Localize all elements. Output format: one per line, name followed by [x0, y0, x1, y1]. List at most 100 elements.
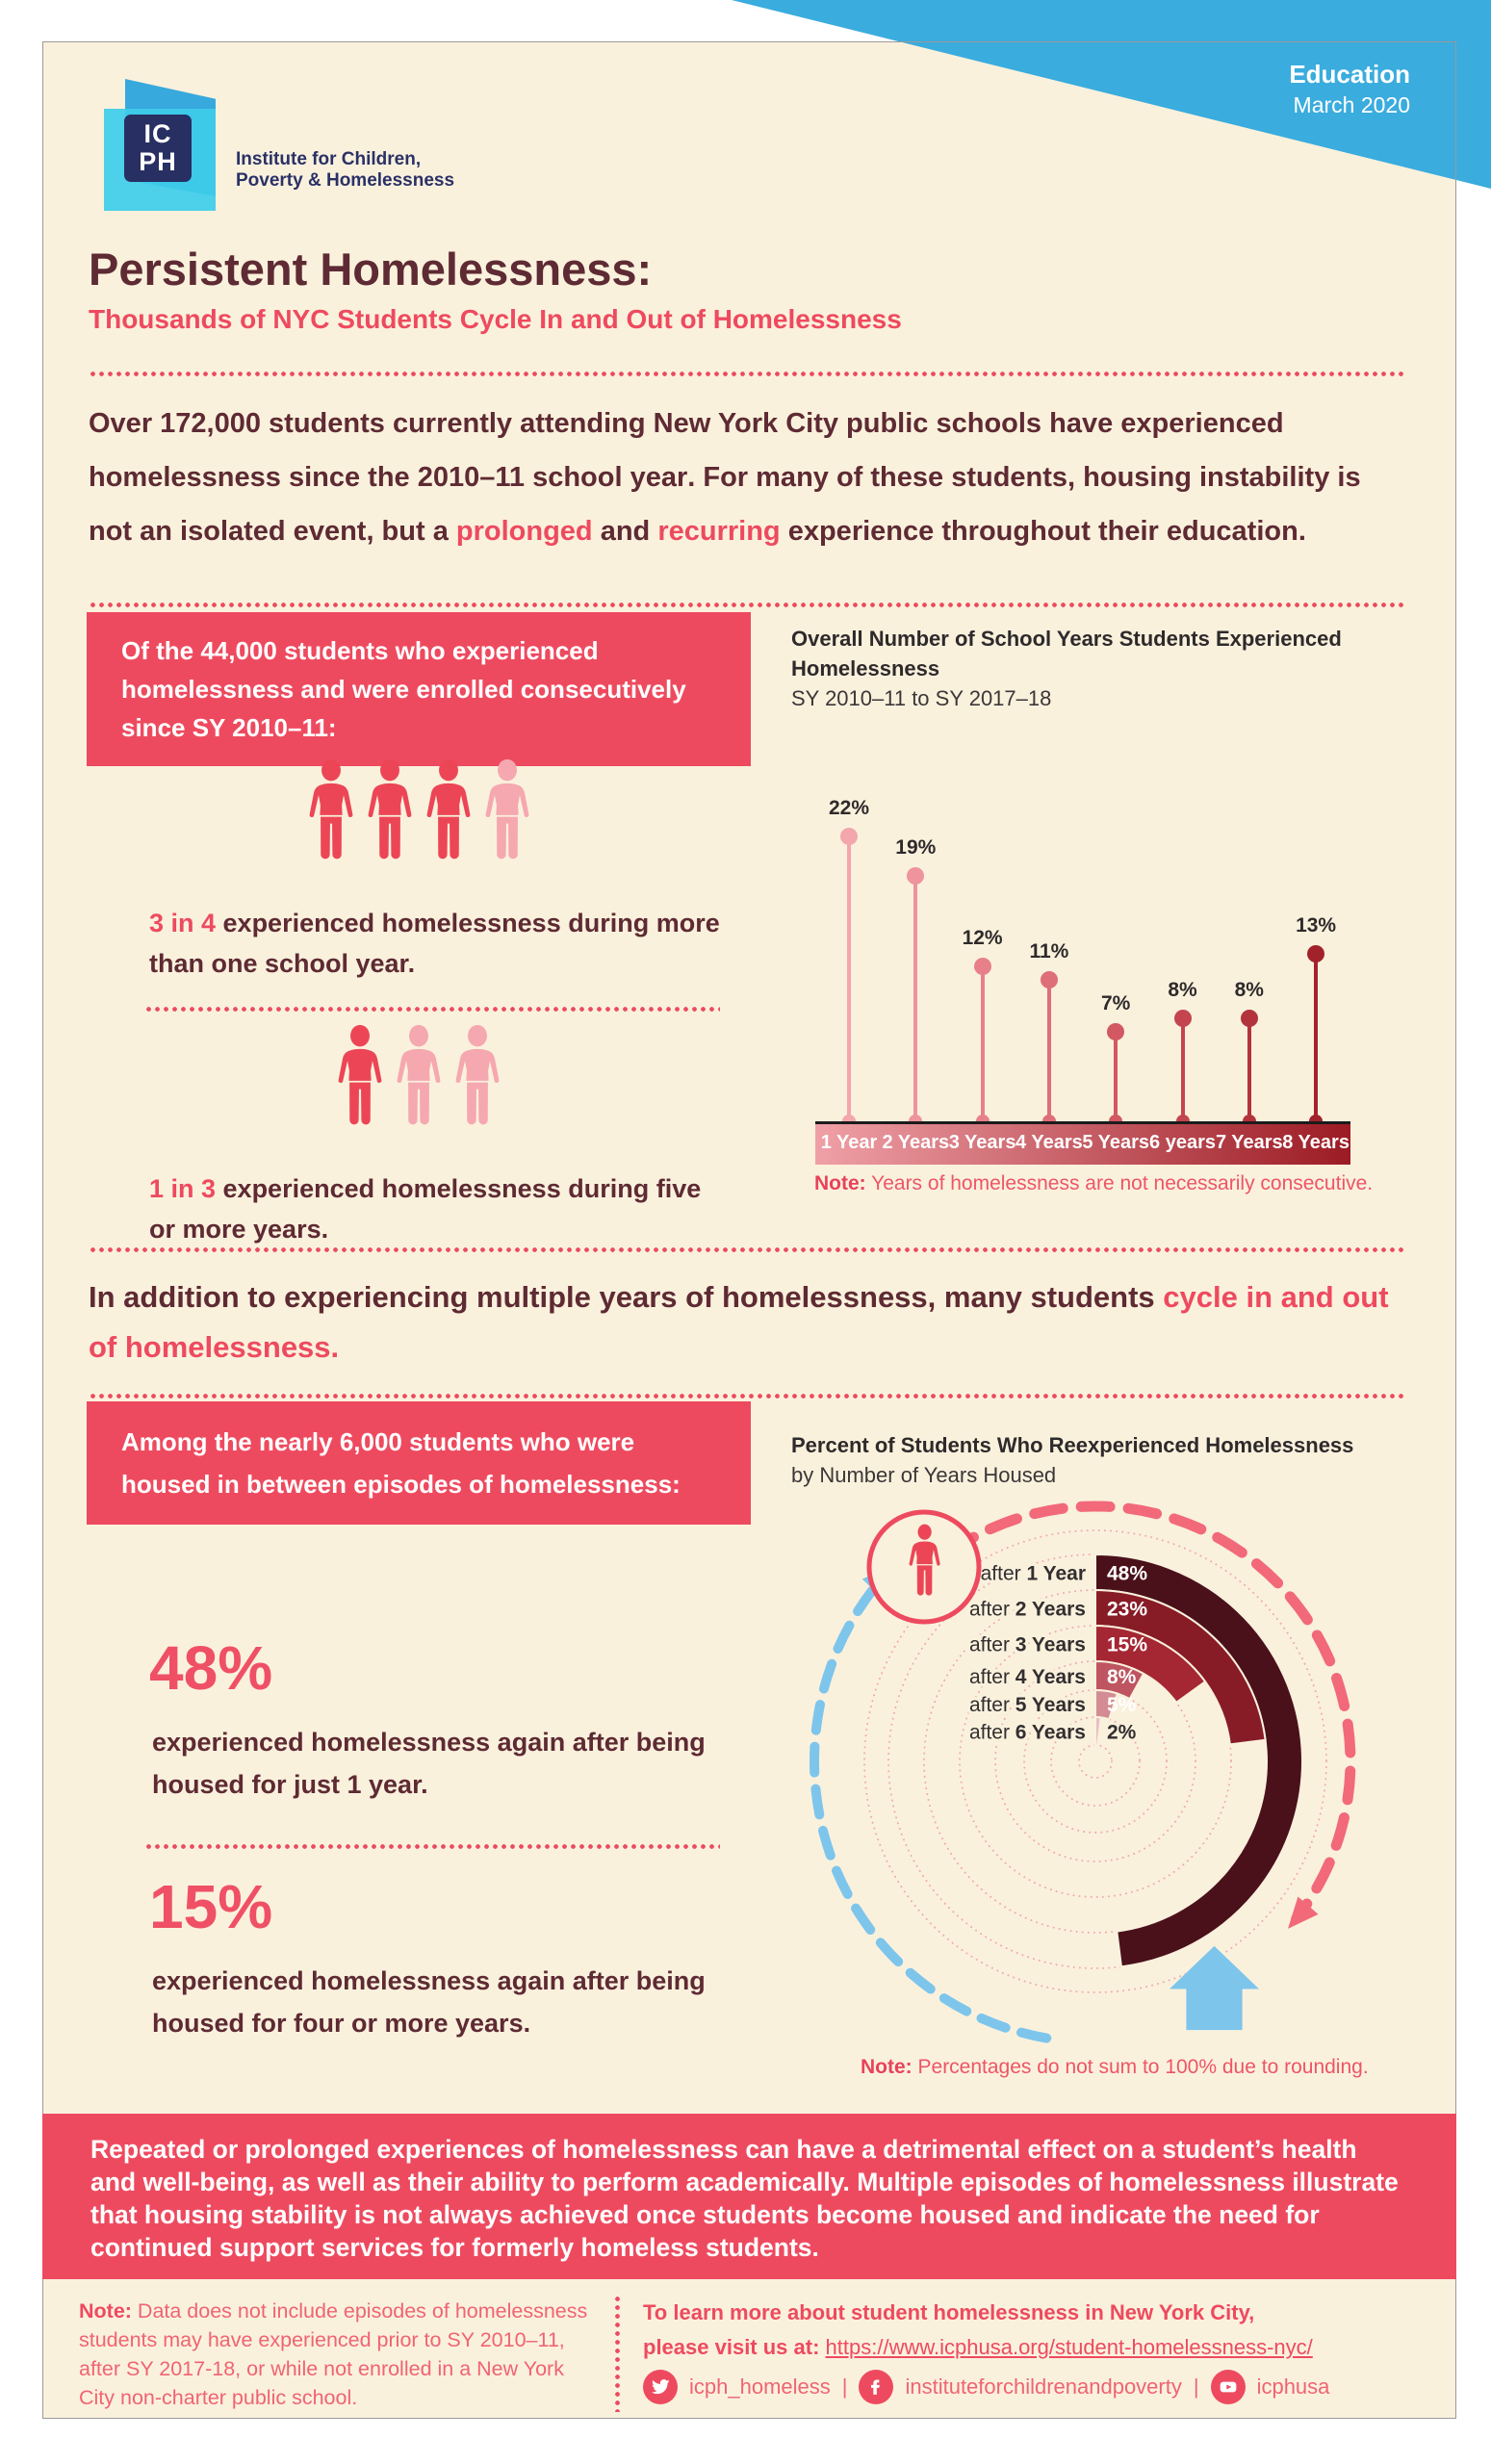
lollipop-value-label: 19%	[895, 835, 937, 859]
person-icon	[426, 758, 471, 860]
text-segment: New York City public schools	[653, 408, 1042, 439]
footer-note: Note: Data does not include episodes of …	[79, 2297, 589, 2412]
person-icon	[455, 1024, 500, 1125]
chart1-subtitle: SY 2010–11 to SY 2017–18	[791, 686, 1052, 710]
ratio-3in4-text: 3 in 4 experienced homelessness during m…	[149, 909, 720, 978]
radial-ring	[1094, 1715, 1102, 1747]
chart2-note: Note: Percentages do not sum to 100% due…	[861, 2056, 1457, 2079]
x-axis-label: 6 years	[1149, 1132, 1216, 1153]
dotted-divider	[144, 1007, 720, 1012]
intro-paragraph: Over 172,000 students currently attendin…	[89, 397, 1398, 558]
ratio-accent: 1 in 3	[149, 1174, 217, 1203]
lollipop-dot	[1173, 1010, 1192, 1027]
lollipop-dot	[1307, 944, 1325, 962]
radial-value-label: 23%	[1107, 1599, 1147, 1621]
learn-more-line1: To learn more about student homelessness…	[643, 2300, 1255, 2324]
social-handle[interactable]: instituteforchildrenandpoverty	[905, 2374, 1182, 2399]
pink-arrowhead	[1287, 1896, 1319, 1929]
callout-box-housed: Among the nearly 6,000 students who were…	[87, 1401, 751, 1525]
x-axis-bar	[815, 1121, 1350, 1165]
person-icon	[338, 1024, 382, 1125]
chart1-title-line: Overall Number of School Years Students …	[791, 627, 1342, 680]
lollipop-stem	[1040, 970, 1058, 1128]
lollipop-value-label: 8%	[1168, 979, 1197, 1001]
logo-acronym-line1: IC	[143, 119, 172, 148]
dotted-divider	[89, 372, 1405, 376]
radial-value-label: 48%	[1107, 1563, 1147, 1585]
x-axis-label: 3 Years	[948, 1132, 1016, 1153]
lollipop-value-label: 8%	[1234, 979, 1264, 1001]
dotted-divider	[89, 603, 1405, 607]
learn-more-prefix: please visit us at:	[643, 2335, 826, 2359]
person-icon	[485, 758, 529, 860]
social-separator: |	[841, 2374, 848, 2399]
lollipop-stem	[973, 958, 991, 1128]
social-handle[interactable]: icph_homeless	[689, 2374, 831, 2399]
summary-banner: Repeated or prolonged experiences of hom…	[42, 2114, 1456, 2279]
lollipop-value-label: 13%	[1296, 913, 1337, 937]
stat-15-number: 15%	[149, 1872, 273, 1941]
text-segment: cycle in and out of homelessness.	[89, 1280, 1389, 1364]
x-axis-label: 8 Years	[1282, 1132, 1350, 1153]
lollipop-value-label: 7%	[1101, 991, 1131, 1014]
chart1-note-label: Note:	[814, 1172, 866, 1194]
mid-heading: In addition to experiencing multiple yea…	[89, 1272, 1417, 1373]
twitter-icon[interactable]	[643, 2370, 678, 2404]
lollipop-chart: 22% 19% 12% 11% 7% 8% 8% 13% 1 Year 2 Years 3 Year…	[809, 780, 1386, 1242]
issue-date: March 2020	[1293, 92, 1410, 117]
website-link[interactable]: https://www.icphusa.org/student-homeless…	[825, 2335, 1313, 2359]
text-segment: Data does not include episodes of homele…	[79, 2299, 588, 2409]
text-segment: currently attending	[384, 408, 654, 439]
chart2-title: Percent of Students Who Reexperienced Ho…	[791, 1430, 1427, 1490]
x-axis-label: 4 Years	[1015, 1132, 1083, 1153]
stat-15-text: experienced homelessness again after bei…	[152, 1966, 706, 2038]
text-segment: 2010–11 school year	[417, 462, 688, 493]
lollipop-stem	[1107, 1022, 1125, 1128]
stat-48-text: experienced homelessness again after bei…	[152, 1728, 706, 1799]
text-segment: In addition to experiencing multiple yea…	[89, 1280, 1164, 1314]
text-segment: Note:	[79, 2299, 138, 2323]
guide-circle	[994, 1660, 1196, 1862]
ratio-1in3-text: 1 in 3 experienced homelessness during f…	[149, 1174, 702, 1244]
radial-chart: after 1 Year 48% after 2 Years 23% after 3 Y…	[810, 1501, 1356, 2043]
lollipop-stem	[907, 866, 925, 1128]
lollipop-stem	[1173, 1010, 1192, 1128]
lollipop-stem	[1307, 944, 1325, 1128]
radial-category-label: after 4 Years	[969, 1666, 1086, 1688]
youtube-icon[interactable]	[1210, 2370, 1246, 2404]
text-segment: experience throughout their education.	[780, 516, 1306, 547]
x-axis-label: 1 Year	[820, 1132, 878, 1153]
facebook-icon[interactable]	[859, 2370, 894, 2404]
social-handle[interactable]: icphusa	[1256, 2374, 1330, 2399]
dotted-divider	[89, 1394, 1405, 1399]
chart1-note-text: Years of homelessness are not necessaril…	[865, 1172, 1374, 1194]
text-segment: have experienced homelessness since the	[89, 408, 1284, 493]
radial-category-label: after 1 Year	[981, 1563, 1086, 1585]
guide-circle	[863, 1529, 1327, 1993]
ratio-accent: 3 in 4	[149, 909, 217, 937]
lollipop-stem	[840, 828, 858, 1128]
footer-divider	[615, 2295, 620, 2412]
text-segment: recurring	[657, 516, 781, 547]
lollipop-dot	[907, 866, 925, 885]
org-name: Institute for Children, Poverty & Homele…	[236, 149, 455, 191]
chart2-note-label: Note:	[861, 2056, 913, 2078]
person-icon	[309, 758, 353, 860]
callout-box-consecutive: Of the 44,000 students who experienced h…	[87, 612, 751, 766]
radial-category-label: after 5 Years	[969, 1694, 1086, 1716]
lollipop-stem	[1240, 1010, 1258, 1128]
lollipop-value-label: 11%	[1029, 939, 1069, 962]
lollipop-dot	[1240, 1010, 1258, 1027]
text-segment: prolonged	[455, 516, 593, 547]
text-segment: . For many of these students, housing in…	[89, 462, 1361, 547]
icph-logo[interactable]: IC PH	[124, 115, 192, 182]
page-title: Persistent Homelessness:	[89, 244, 653, 295]
house-icon	[1169, 1945, 1260, 2031]
chart2-title-line: Percent of Students Who Reexperienced Ho…	[791, 1433, 1354, 1457]
text-segment: Over 172,000 students	[89, 408, 385, 439]
dotted-divider	[89, 1247, 1405, 1252]
guide-circle	[1078, 1744, 1113, 1779]
radial-value-label: 15%	[1107, 1634, 1147, 1656]
issue-category: Education	[1289, 60, 1410, 89]
x-axis-label: 7 Years	[1215, 1132, 1283, 1153]
